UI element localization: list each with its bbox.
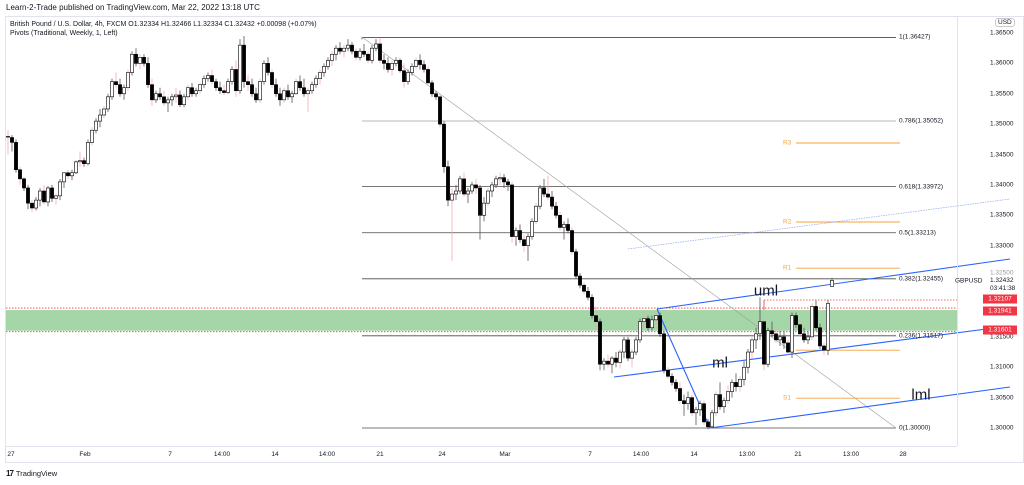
fib-label-0-382: 0.382(1.32455) <box>899 275 944 283</box>
price-tick: 1.35000 <box>990 120 1014 128</box>
time-tick: 7 <box>168 451 172 458</box>
price-tag-zone-top: 1.31941 <box>983 306 1017 316</box>
currency-unit-badge[interactable]: USD <box>995 18 1015 27</box>
footer-branding[interactable]: 17 TradingView <box>6 469 57 478</box>
pitchfork-label-uml: uml <box>753 282 779 300</box>
fib-label-0-236: 0.236(1.31517) <box>899 332 944 340</box>
pivot-label-r1: R1 <box>783 264 792 272</box>
price-tick: 1.35500 <box>990 90 1014 98</box>
time-tick: Mar <box>499 451 511 458</box>
fib-label-0-786: 0.786(1.35052) <box>899 117 944 125</box>
time-tick: 7 <box>588 451 592 458</box>
price-tick: 1.31000 <box>990 363 1014 371</box>
fib-label-0-5: 0.5(1.33213) <box>899 229 936 237</box>
time-tick: 13:00 <box>842 451 860 458</box>
candlestick-series <box>6 36 834 430</box>
price-tick: 1.30000 <box>990 424 1014 432</box>
price-tick: 1.31500 <box>990 333 1014 341</box>
price-tick: 1.36500 <box>990 29 1014 37</box>
pivots-indicator-line[interactable]: Pivots (Traditional, Weekly, 1, Left) <box>10 30 118 37</box>
price-tick: 1.36000 <box>990 59 1014 67</box>
bar-countdown: 03:41:38 <box>990 285 1016 292</box>
last-price-value: 1.32432 <box>990 277 1014 284</box>
symbol-label: GBPUSD <box>955 277 983 285</box>
price-axis[interactable] <box>957 16 1024 446</box>
fib-label-1: 1(1.36427) <box>899 33 931 41</box>
tradingview-logo-icon: 17 <box>6 469 14 478</box>
pitchfork-label-lml: lml <box>911 386 931 404</box>
price-tick: 1.32500 <box>990 269 1014 277</box>
time-tick: 28 <box>899 451 907 458</box>
pivot-label-s1: S1 <box>783 394 791 402</box>
price-tag-resistance: 1.32107 <box>983 294 1017 304</box>
publisher-line: Learn-2-Trade published on TradingView.c… <box>6 3 260 12</box>
pivot-label-r3: R3 <box>783 139 792 147</box>
time-tick: 21 <box>794 451 802 458</box>
time-tick: 14 <box>271 451 279 458</box>
symbol-ohlc-line[interactable]: British Pound / U.S. Dollar, 4h, FXCM O1… <box>10 21 317 28</box>
price-tick: 1.34500 <box>990 151 1014 159</box>
time-axis[interactable] <box>5 446 957 464</box>
pivot-label-r2: R2 <box>783 218 792 226</box>
last-price-label: 1.32432 03:41:38 <box>990 277 1015 293</box>
fib-label-0-618: 0.618(1.33972) <box>899 183 944 191</box>
price-tick: 1.34000 <box>990 181 1014 189</box>
time-tick: 14:00 <box>213 451 231 458</box>
time-tick: Feb <box>79 451 91 458</box>
price-tag-zone-bottom: 1.31601 <box>983 325 1017 335</box>
price-tick: 1.33500 <box>990 211 1014 219</box>
time-tick: 14:00 <box>632 451 650 458</box>
time-tick: 24 <box>438 451 446 458</box>
pivot-levels <box>796 142 900 399</box>
time-tick: 21 <box>376 451 384 458</box>
tradingview-brand-text: TradingView <box>15 469 58 478</box>
time-tick: 14:00 <box>318 451 336 458</box>
fib-label-0: 0(1.30000) <box>899 424 931 432</box>
time-tick: 13:00 <box>738 451 756 458</box>
price-tick: 1.30500 <box>990 394 1014 402</box>
time-tick: 14 <box>690 451 698 458</box>
chart-legend: British Pound / U.S. Dollar, 4h, FXCM O1… <box>10 20 317 38</box>
pitchfork-label-ml: ml <box>712 354 728 372</box>
time-tick: 27 <box>7 451 15 458</box>
price-tick: 1.33000 <box>990 242 1014 250</box>
